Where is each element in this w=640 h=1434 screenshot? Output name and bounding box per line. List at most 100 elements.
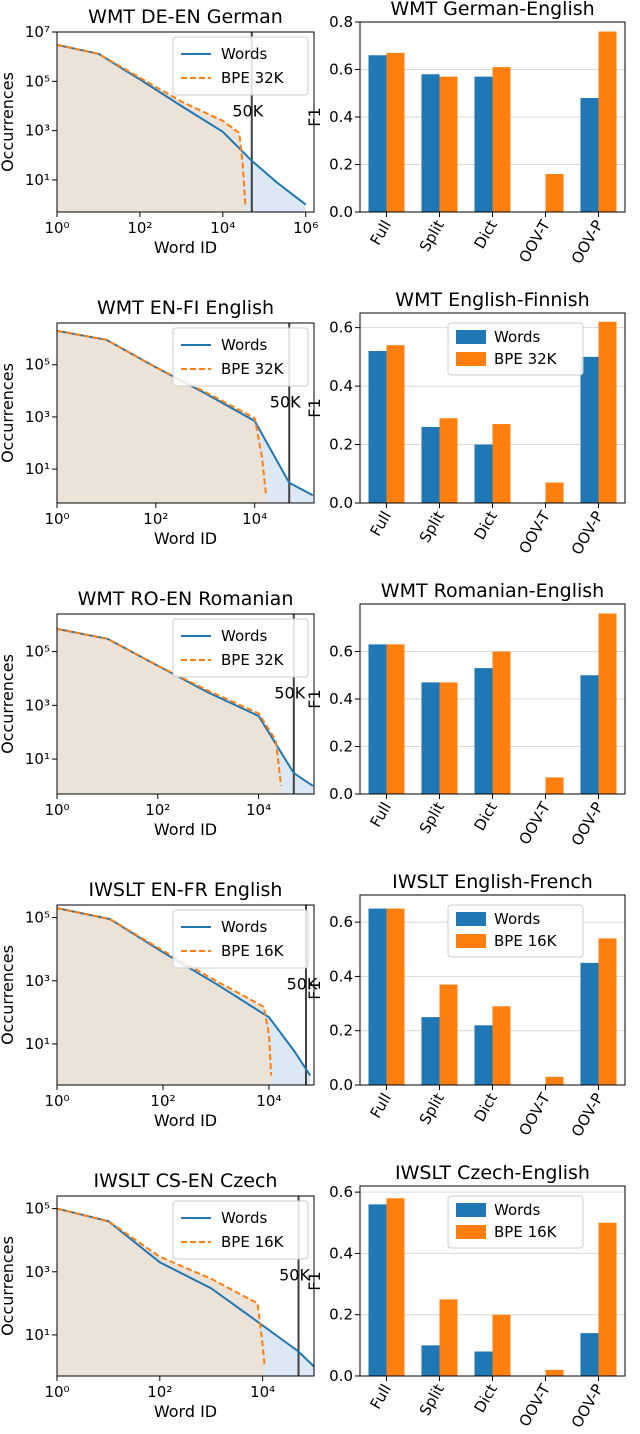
plot-area [57,614,314,794]
bar-bpe-dict [492,1314,511,1376]
x-tick-label: 10⁴ [246,801,271,819]
y-axis-label: Occurrences [0,945,17,1045]
bpe-area [57,330,267,503]
x-tick-label: 10² [143,510,168,528]
bar-bpe-oov-t [545,482,564,503]
bar-words-dict [474,76,493,212]
legend-box [172,327,309,387]
f1-chart-1: 0.0 0.2 0.4 0.6 0.8 Full Split Dict OOV-T OOV-P WM… [305,0,626,267]
legend: Words BPE 16K [172,1200,309,1260]
zipf-chart-0: 50K 10⁰ 10² 10⁴ 10⁶ 10¹ 10³ 10⁵ 10⁷ WMT DE-EN Ger… [0,6,318,257]
plot-area [57,905,312,1085]
legend: Words BPE 32K [172,618,309,678]
y-tick-label: 10⁷ [25,23,50,41]
bar-words-oov-p [580,356,599,503]
category-label: Split [416,1090,448,1128]
bar-words-split [421,1345,440,1376]
bar-words-full [368,1204,387,1376]
chart-title: IWSLT Czech-English [395,1162,590,1184]
y-tick-label: 0.2 [329,436,353,454]
zipf-chart-6: 50K 10⁰ 10² 10⁴ 10¹ 10³ 10⁵ IWSLT EN-FR English… [0,879,318,1130]
y-tick-label: 0.2 [329,1022,353,1040]
bpe-line [57,43,247,205]
y-axis-label: F1 [305,980,324,999]
y-tick-label: 0.0 [329,203,353,221]
bar-bpe-oov-p [598,1222,617,1376]
chart-title: WMT RO-EN Romanian [78,588,294,610]
category-label: Full [367,508,395,539]
category-label: Split [416,508,448,546]
legend: Words BPE 32K [447,322,584,376]
bar-words-split [421,1017,440,1085]
bar-bpe-oov-p [598,31,617,212]
category-label: Split [416,217,448,255]
bar-words-dict [474,1025,493,1085]
legend: Words BPE 32K [172,327,309,387]
plot-frame [359,603,626,795]
y-axis-label: F1 [305,398,324,417]
legend: Words BPE 16K [447,904,584,958]
x-tick-label: 10⁴ [242,510,267,528]
y-tick-label: 10³ [25,122,50,140]
bar-bpe-split [439,984,458,1085]
y-tick-label: 10⁵ [25,72,50,90]
category-label: Dict [470,1090,501,1125]
plot-area [57,323,314,503]
bpe-area [57,44,246,212]
annotation-50k: 50K [279,1266,310,1285]
legend-box [172,618,309,678]
category-label: OOV-P [568,799,607,849]
legend-label: BPE 32K [221,360,285,378]
legend-label: BPE 16K [221,1233,285,1251]
bar-words-dict [474,668,493,794]
y-tick-label: 0.6 [329,61,353,79]
y-tick-label: 0.4 [329,690,353,708]
y-axis-label: Occurrences [0,363,17,463]
x-tick-label: 10⁶ [293,219,318,237]
y-tick-label: 10¹ [25,171,50,189]
legend-box [172,1200,309,1260]
x-axis-label: Word ID [154,820,217,839]
y-tick-label: 10⁵ [25,909,50,927]
y-tick-label: 0.0 [329,1367,353,1385]
category-label: Dict [470,1381,501,1416]
legend-label: BPE 16K [221,942,285,960]
x-axis-label: Word ID [154,1111,217,1130]
chart-title: WMT EN-FI English [97,297,274,319]
x-tick-label: 10⁰ [44,510,69,528]
bar-bpe-dict [492,67,511,212]
bar-words-split [421,74,440,212]
legend-label: BPE 32K [494,350,558,368]
x-tick-label: 10² [150,1092,175,1110]
y-tick-label: 0.6 [329,913,353,931]
x-tick-label: 10⁰ [44,801,69,819]
chart-title: IWSLT CS-EN Czech [94,1170,278,1192]
category-label: Dict [470,799,501,834]
legend-box [172,36,309,96]
bar-words-full [368,644,387,794]
zipf-chart-8: 50K 10⁰ 10² 10⁴ 10¹ 10³ 10⁵ IWSLT CS-EN Czech Wo… [0,1170,315,1421]
category-label: OOV-T [515,798,554,848]
bar-bpe-oov-t [545,1369,564,1376]
y-tick-label: 0.0 [329,785,353,803]
y-axis-label: F1 [305,1271,324,1290]
y-tick-label: 10³ [25,972,50,990]
bar-words-full [368,351,387,503]
annotation-50k: 50K [274,684,305,703]
category-label: OOV-T [515,507,554,557]
y-axis-label: Occurrences [0,654,17,754]
x-tick-label: 10⁴ [250,1383,275,1401]
y-tick-label: 0.6 [329,319,353,337]
bar-words-dict [474,1351,493,1376]
bar-bpe-full [386,644,405,794]
y-tick-label: 0.4 [329,967,353,985]
bar-bpe-oov-t [545,777,564,794]
bar-bpe-full [386,908,405,1085]
plot-area [57,32,307,212]
legend-label: Words [494,1201,541,1219]
y-tick-label: 10³ [25,696,50,714]
category-label: OOV-T [515,1089,554,1139]
words-line [57,627,314,787]
y-tick-label: 0.6 [329,1183,353,1201]
category-label: Full [367,1381,395,1412]
